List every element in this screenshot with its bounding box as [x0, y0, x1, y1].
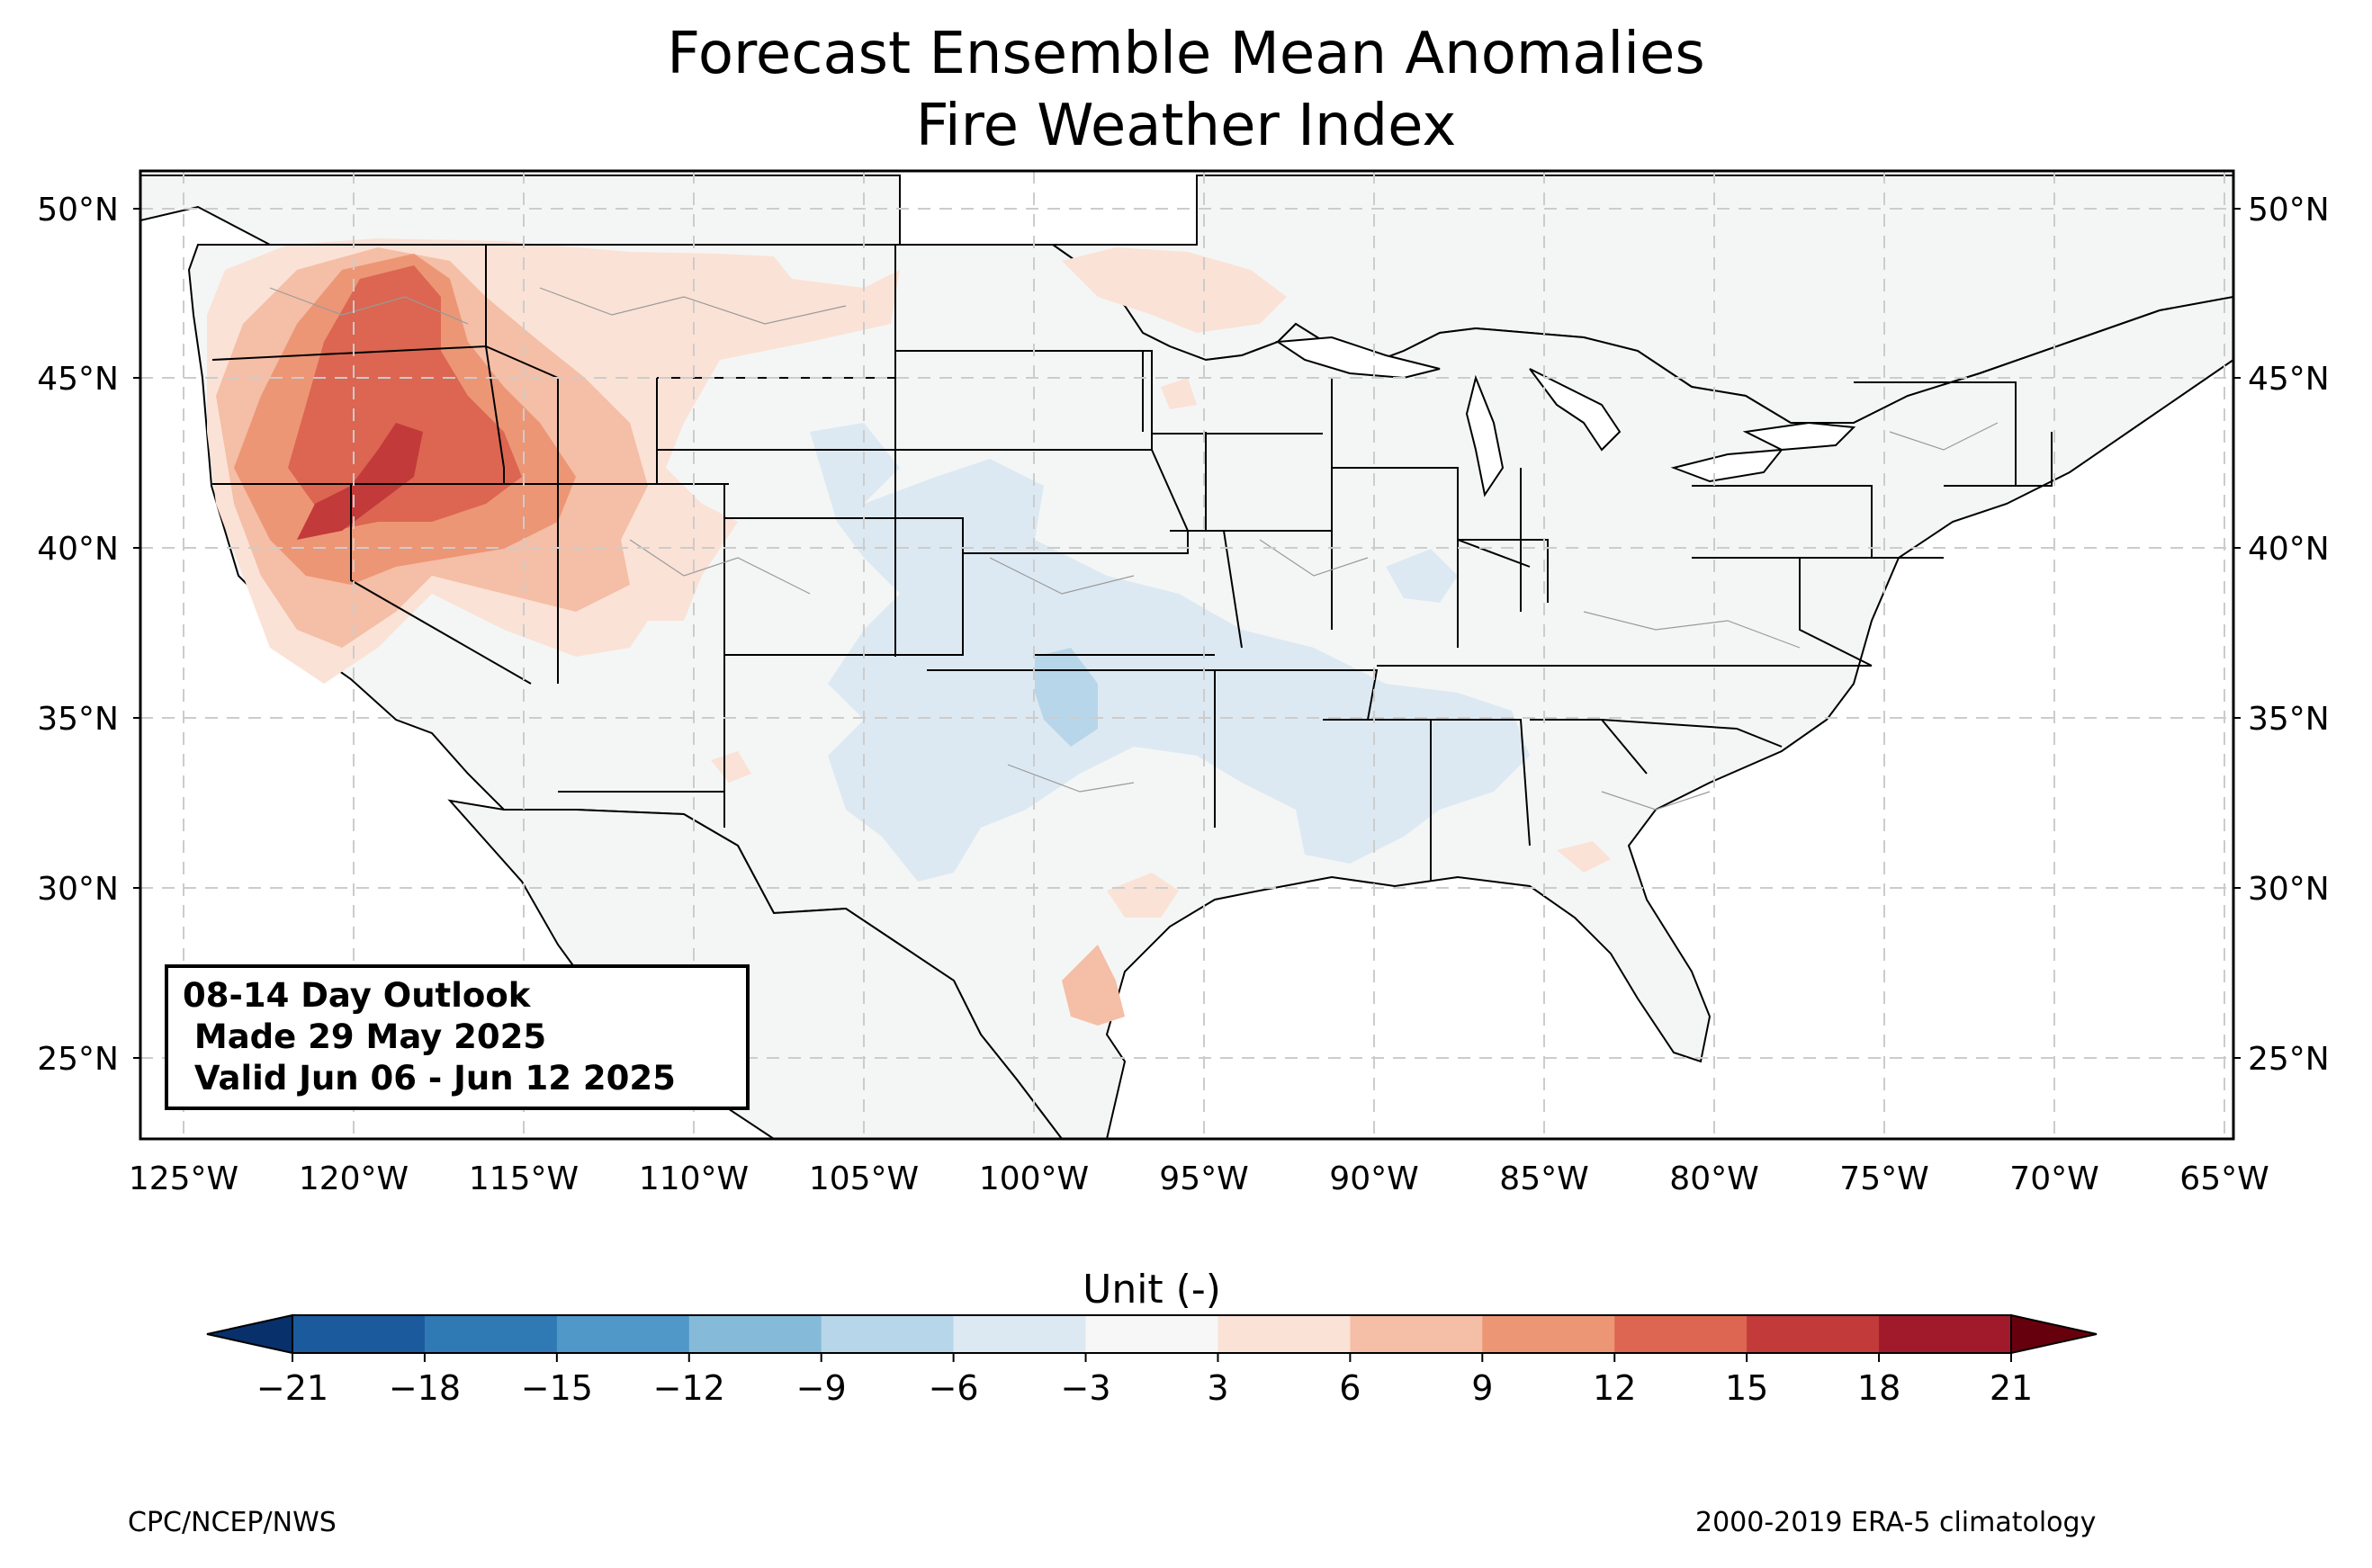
latitude-labels-right: 50°N 45°N 40°N 35°N 30°N 25°N: [2248, 192, 2330, 1078]
colorbar-segment: [424, 1315, 558, 1353]
footer-source: CPC/NCEP/NWS: [128, 1507, 337, 1538]
colorbar-tick-label: 18: [1857, 1368, 1900, 1408]
colorbar-tick-label: −6: [929, 1368, 979, 1408]
colorbar: −21 −18 −15 −12 −9 −6 −3 3 6 9 12 15 18 21: [206, 1313, 2098, 1408]
anomaly-positive-georgia: [1557, 841, 1611, 873]
lon-label-105: 105°W: [809, 1160, 919, 1197]
lon-label-90: 90°W: [1329, 1160, 1418, 1197]
colorbar-tick-label: 15: [1725, 1368, 1768, 1408]
latitude-labels-left: 50°N 45°N 40°N 35°N 30°N 25°N: [37, 192, 119, 1078]
colorbar-tick-label: 21: [1990, 1368, 2033, 1408]
longitude-labels: 125°W 120°W 115°W 110°W 105°W 100°W 95°W…: [129, 1160, 2269, 1197]
colorbar-segment: [1614, 1315, 1748, 1353]
colorbar-segment: [1217, 1315, 1351, 1353]
colorbar-tick-label: −18: [389, 1368, 461, 1408]
lat-label-right-25: 25°N: [2248, 1041, 2330, 1078]
lon-label-75: 75°W: [1839, 1160, 1928, 1197]
outlook-line-3: Valid Jun 06 - Jun 12 2025: [183, 1059, 676, 1098]
colorbar-segment: [821, 1315, 955, 1353]
colorbar-tick-label: −3: [1061, 1368, 1111, 1408]
lat-label-right-30: 30°N: [2248, 871, 2330, 908]
colorbar-extend-low: [206, 1313, 293, 1355]
anomaly-negative-core: [1035, 648, 1098, 747]
colorbar-segment: [556, 1315, 690, 1353]
outlook-info-box: 08-14 Day Outlook Made 29 May 2025 Valid…: [165, 964, 750, 1110]
colorbar-tick-label: 9: [1471, 1368, 1493, 1408]
colorbar-tick-label: 12: [1593, 1368, 1636, 1408]
lat-label-30: 30°N: [37, 871, 119, 908]
colorbar-tick-label: 6: [1339, 1368, 1361, 1408]
lon-label-125: 125°W: [129, 1160, 238, 1197]
footer-climatology: 2000-2019 ERA-5 climatology: [1695, 1507, 2097, 1538]
colorbar-segment: [953, 1315, 1087, 1353]
lat-label-right-40: 40°N: [2248, 531, 2330, 568]
lat-label-right-45: 45°N: [2248, 361, 2330, 398]
anomaly-positive-north-central: [1062, 247, 1287, 333]
colorbar-segment: [1350, 1315, 1483, 1353]
colorbar-tick-label: −15: [521, 1368, 593, 1408]
map-subtitle: Fire Weather Index: [915, 93, 1457, 159]
lat-label-45: 45°N: [37, 361, 119, 398]
colorbar-segment: [1482, 1315, 1615, 1353]
interior-lines: [269, 287, 1999, 811]
colorbar-tick-label: −9: [796, 1368, 847, 1408]
colorbar-segment: [292, 1315, 426, 1353]
anomaly-positive-12-15-west: [288, 265, 522, 531]
great-lakes: [1275, 336, 1856, 497]
anomaly-positive-15-18-west: [297, 423, 423, 540]
lon-label-100: 100°W: [979, 1160, 1089, 1197]
anomaly-positive-mn: [1161, 378, 1197, 409]
lon-label-80: 80°W: [1669, 1160, 1758, 1197]
lat-label-right-50: 50°N: [2248, 192, 2330, 228]
colorbar-segment: [688, 1315, 822, 1353]
anomaly-negative-great-lakes: [1386, 549, 1458, 603]
lat-label-50: 50°N: [37, 192, 119, 228]
anomaly-positive-arizona: [711, 751, 751, 783]
colorbar-label: Unit (-): [1083, 1267, 1221, 1313]
anomaly-positive-texas: [1062, 945, 1125, 1026]
lat-label-40: 40°N: [37, 531, 119, 568]
lon-label-95: 95°W: [1159, 1160, 1248, 1197]
lon-label-110: 110°W: [639, 1160, 749, 1197]
colorbar-tick-label: −12: [653, 1368, 725, 1408]
lon-label-115: 115°W: [469, 1160, 579, 1197]
lon-label-120: 120°W: [299, 1160, 409, 1197]
anomaly-negative-central: [810, 423, 1530, 882]
outlook-line-1: 08-14 Day Outlook: [183, 976, 531, 1015]
colorbar-segment: [1085, 1315, 1218, 1353]
lon-label-70: 70°W: [2009, 1160, 2098, 1197]
anomaly-positive-south-texas: [1107, 873, 1179, 918]
colorbar-extend-high: [2010, 1313, 2098, 1355]
colorbar-segment: [1747, 1315, 1880, 1353]
lat-label-35: 35°N: [37, 701, 119, 738]
colorbar-segment: [1879, 1315, 2012, 1353]
lat-label-25: 25°N: [37, 1041, 119, 1078]
colorbar-tick-label: −21: [256, 1368, 328, 1408]
lat-label-right-35: 35°N: [2248, 701, 2330, 738]
lon-label-85: 85°W: [1499, 1160, 1588, 1197]
outlook-line-2: Made 29 May 2025: [183, 1017, 547, 1056]
lon-label-65: 65°W: [2179, 1160, 2269, 1197]
map-title: Forecast Ensemble Mean Anomalies: [667, 21, 1705, 87]
colorbar-tick-label: 3: [1207, 1368, 1228, 1408]
